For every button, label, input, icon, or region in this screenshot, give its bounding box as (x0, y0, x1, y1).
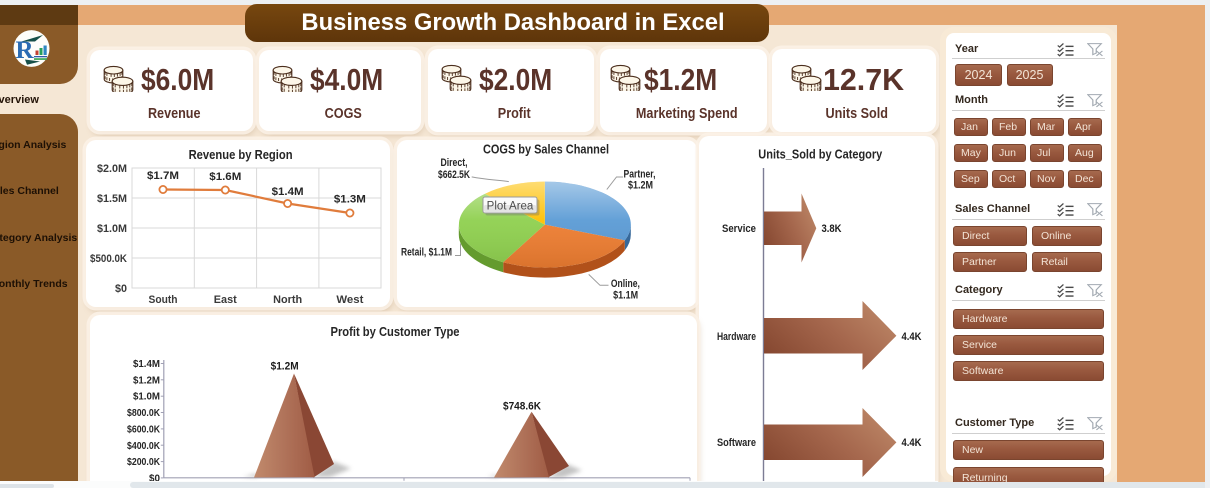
svg-text:North: North (273, 294, 302, 306)
svg-text:$1.2M: $1.2M (628, 180, 653, 192)
svg-text:$200.0K: $200.0K (127, 456, 160, 468)
svg-text:$500.0K: $500.0K (90, 253, 127, 265)
svg-text:COGS by Sales Channel: COGS by Sales Channel (483, 143, 609, 157)
svg-text:$0: $0 (149, 473, 160, 483)
svg-text:Service: Service (722, 223, 756, 235)
svg-text:$1.0M: $1.0M (97, 223, 127, 235)
svg-text:$1.0M: $1.0M (133, 391, 160, 403)
svg-text:$662.5K: $662.5K (438, 169, 470, 181)
svg-text:$1.2M: $1.2M (271, 361, 299, 373)
svg-text:R: R (16, 37, 35, 64)
svg-text:$1.5M: $1.5M (97, 193, 127, 205)
svg-text:$1.3M: $1.3M (334, 194, 366, 206)
svg-text:Plot Area: Plot Area (487, 201, 534, 213)
svg-text:Hardware: Hardware (717, 331, 756, 343)
svg-text:4.4K: 4.4K (902, 437, 922, 449)
svg-text:Profit by Customer Type: Profit by Customer Type (331, 324, 460, 339)
svg-text:$600.0K: $600.0K (127, 423, 160, 435)
svg-text:$1.4M: $1.4M (133, 358, 160, 370)
svg-text:$1.6M: $1.6M (209, 171, 241, 183)
svg-text:Software: Software (717, 437, 756, 449)
svg-text:$1.2M: $1.2M (133, 374, 160, 386)
svg-text:West: West (336, 294, 363, 306)
svg-text:$1.1M: $1.1M (613, 289, 638, 301)
svg-text:$400.0K: $400.0K (127, 440, 160, 452)
svg-text:Retail, $1.1M: Retail, $1.1M (401, 246, 452, 258)
svg-text:$0: $0 (115, 283, 127, 295)
svg-text:$1.4M: $1.4M (272, 186, 304, 198)
svg-text:$2.0M: $2.0M (97, 163, 127, 175)
svg-text:4.4K: 4.4K (902, 331, 922, 343)
svg-text:3.8K: 3.8K (822, 223, 842, 235)
svg-text:$800.0K: $800.0K (127, 407, 160, 419)
svg-text:East: East (214, 294, 237, 306)
svg-text:South: South (149, 294, 178, 306)
svg-text:Revenue by Region: Revenue by Region (189, 147, 293, 162)
svg-text:Units_Sold by Category: Units_Sold by Category (758, 147, 883, 162)
svg-text:Partner,: Partner, (624, 169, 656, 181)
svg-text:$1.7M: $1.7M (147, 170, 179, 182)
svg-text:$748.6K: $748.6K (503, 401, 541, 413)
svg-text:Direct,: Direct, (441, 157, 468, 169)
svg-text:Online,: Online, (611, 278, 640, 290)
